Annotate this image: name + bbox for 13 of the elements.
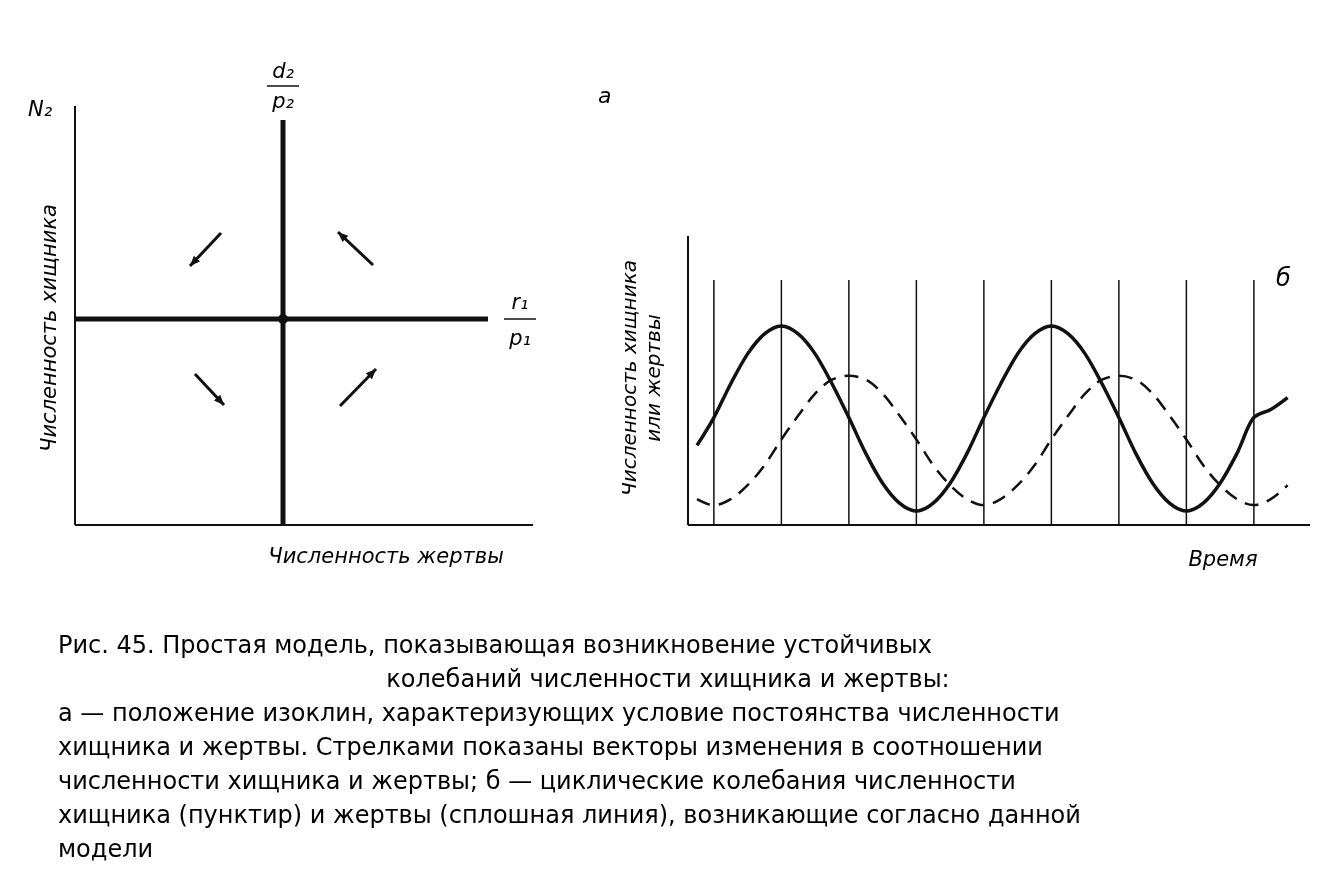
text: r₁: [511, 290, 529, 314]
text: Численность хищника: [37, 204, 61, 452]
text: Рис. 45. Простая модель, показывающая возникновение устойчивых колебаний численности хищника и жертвы:: [58, 631, 950, 693]
x-axis-title: Время: [1188, 547, 1258, 571]
text: Численность жертвы: [268, 544, 504, 568]
text: а: [598, 83, 612, 108]
chart-title: б: [1276, 264, 1291, 292]
y-axis-title: Численность хищника или жертвы: [617, 259, 665, 497]
text: N₂: [28, 97, 53, 121]
text: p₂: [271, 89, 295, 113]
text: d₂: [272, 59, 295, 83]
text: p₁: [508, 326, 531, 350]
text: а — положение изоклин, характеризующих условие постоянства численности хищника и жертвы. Стрелками показаны векторы изменения в соотношении численности хищника и жертвы; б — циклические колебания численности хищника (пунктир) и жертвы (сплошная линия), возникающие согласно данной модели: [58, 699, 1081, 863]
